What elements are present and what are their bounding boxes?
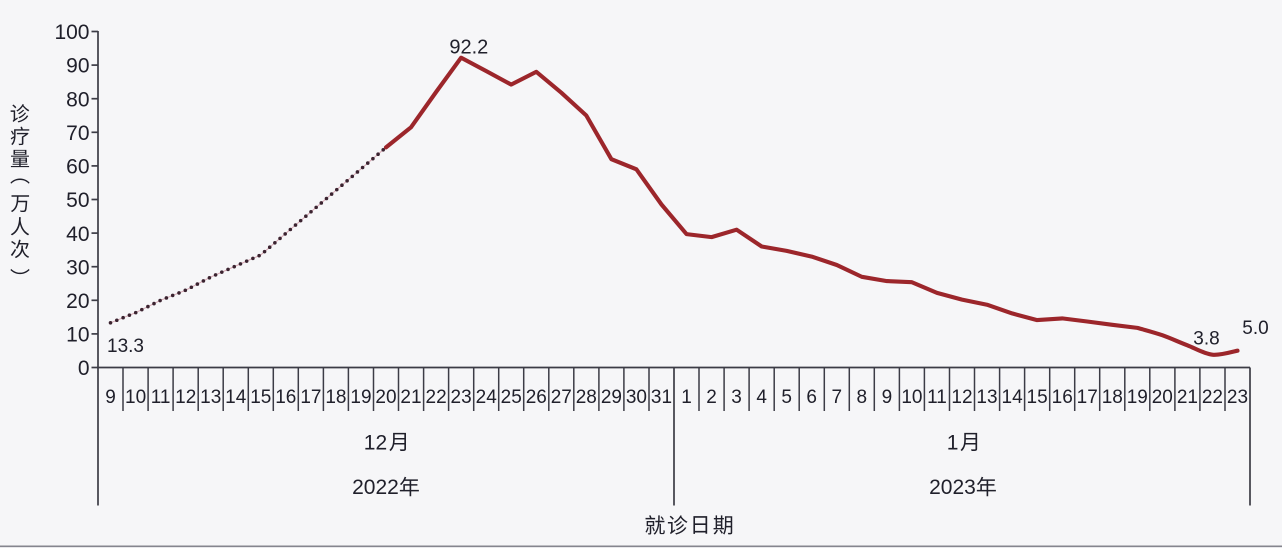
svg-text:22: 22	[1202, 387, 1223, 408]
svg-text:23: 23	[451, 387, 472, 408]
svg-text:9: 9	[105, 387, 116, 408]
svg-text:23: 23	[1227, 387, 1248, 408]
svg-text:12: 12	[364, 432, 387, 455]
svg-text:3: 3	[731, 387, 742, 408]
svg-text:28: 28	[576, 387, 597, 408]
svg-text:100: 100	[54, 21, 89, 44]
svg-text:17: 17	[1077, 387, 1098, 408]
svg-text:22: 22	[426, 387, 447, 408]
svg-text:10: 10	[66, 324, 89, 347]
svg-text:40: 40	[66, 223, 89, 246]
svg-text:1: 1	[947, 432, 959, 455]
svg-text:70: 70	[66, 122, 89, 145]
svg-text:16: 16	[1052, 387, 1073, 408]
svg-text:50: 50	[66, 189, 89, 212]
svg-text:25: 25	[501, 387, 522, 408]
svg-text:19: 19	[350, 387, 371, 408]
svg-text:12: 12	[951, 387, 972, 408]
svg-text:11: 11	[927, 387, 947, 408]
svg-text:16: 16	[275, 387, 296, 408]
svg-text:15: 15	[1027, 387, 1048, 408]
svg-text:27: 27	[551, 387, 572, 408]
svg-text:14: 14	[225, 387, 247, 408]
svg-text:9: 9	[882, 387, 893, 408]
svg-text:20: 20	[375, 387, 396, 408]
svg-text:19: 19	[1127, 387, 1148, 408]
svg-text:0: 0	[78, 357, 90, 380]
svg-text:2023: 2023	[929, 476, 976, 499]
svg-text:60: 60	[66, 156, 89, 179]
svg-text:13: 13	[976, 387, 997, 408]
svg-text:24: 24	[476, 387, 498, 408]
svg-text:5: 5	[781, 387, 792, 408]
svg-text:13: 13	[200, 387, 221, 408]
svg-text:30: 30	[626, 387, 647, 408]
svg-text:20: 20	[66, 290, 89, 313]
svg-text:18: 18	[325, 387, 346, 408]
svg-text:15: 15	[250, 387, 271, 408]
svg-text:20: 20	[1152, 387, 1173, 408]
svg-text:1: 1	[681, 387, 692, 408]
svg-text:7: 7	[832, 387, 843, 408]
svg-text:90: 90	[66, 55, 89, 78]
svg-text:6: 6	[806, 387, 817, 408]
svg-text:12: 12	[175, 387, 196, 408]
svg-text:8: 8	[857, 387, 868, 408]
svg-text:30: 30	[66, 256, 89, 279]
svg-text:3.8: 3.8	[1193, 328, 1219, 349]
svg-text:31: 31	[651, 387, 672, 408]
svg-text:4: 4	[756, 387, 767, 408]
svg-text:26: 26	[526, 387, 547, 408]
svg-text:11: 11	[151, 387, 171, 408]
svg-text:2022: 2022	[352, 476, 399, 499]
svg-text:10: 10	[901, 387, 922, 408]
svg-text:2: 2	[706, 387, 717, 408]
svg-text:10: 10	[125, 387, 146, 408]
svg-text:18: 18	[1102, 387, 1123, 408]
svg-text:92.2: 92.2	[449, 36, 488, 58]
svg-text:21: 21	[400, 387, 421, 408]
svg-text:29: 29	[601, 387, 622, 408]
svg-text:21: 21	[1177, 387, 1198, 408]
svg-text:80: 80	[66, 88, 89, 111]
svg-text:13.3: 13.3	[107, 336, 144, 357]
svg-text:17: 17	[300, 387, 321, 408]
svg-text:14: 14	[1002, 387, 1024, 408]
svg-text:5.0: 5.0	[1242, 318, 1268, 339]
